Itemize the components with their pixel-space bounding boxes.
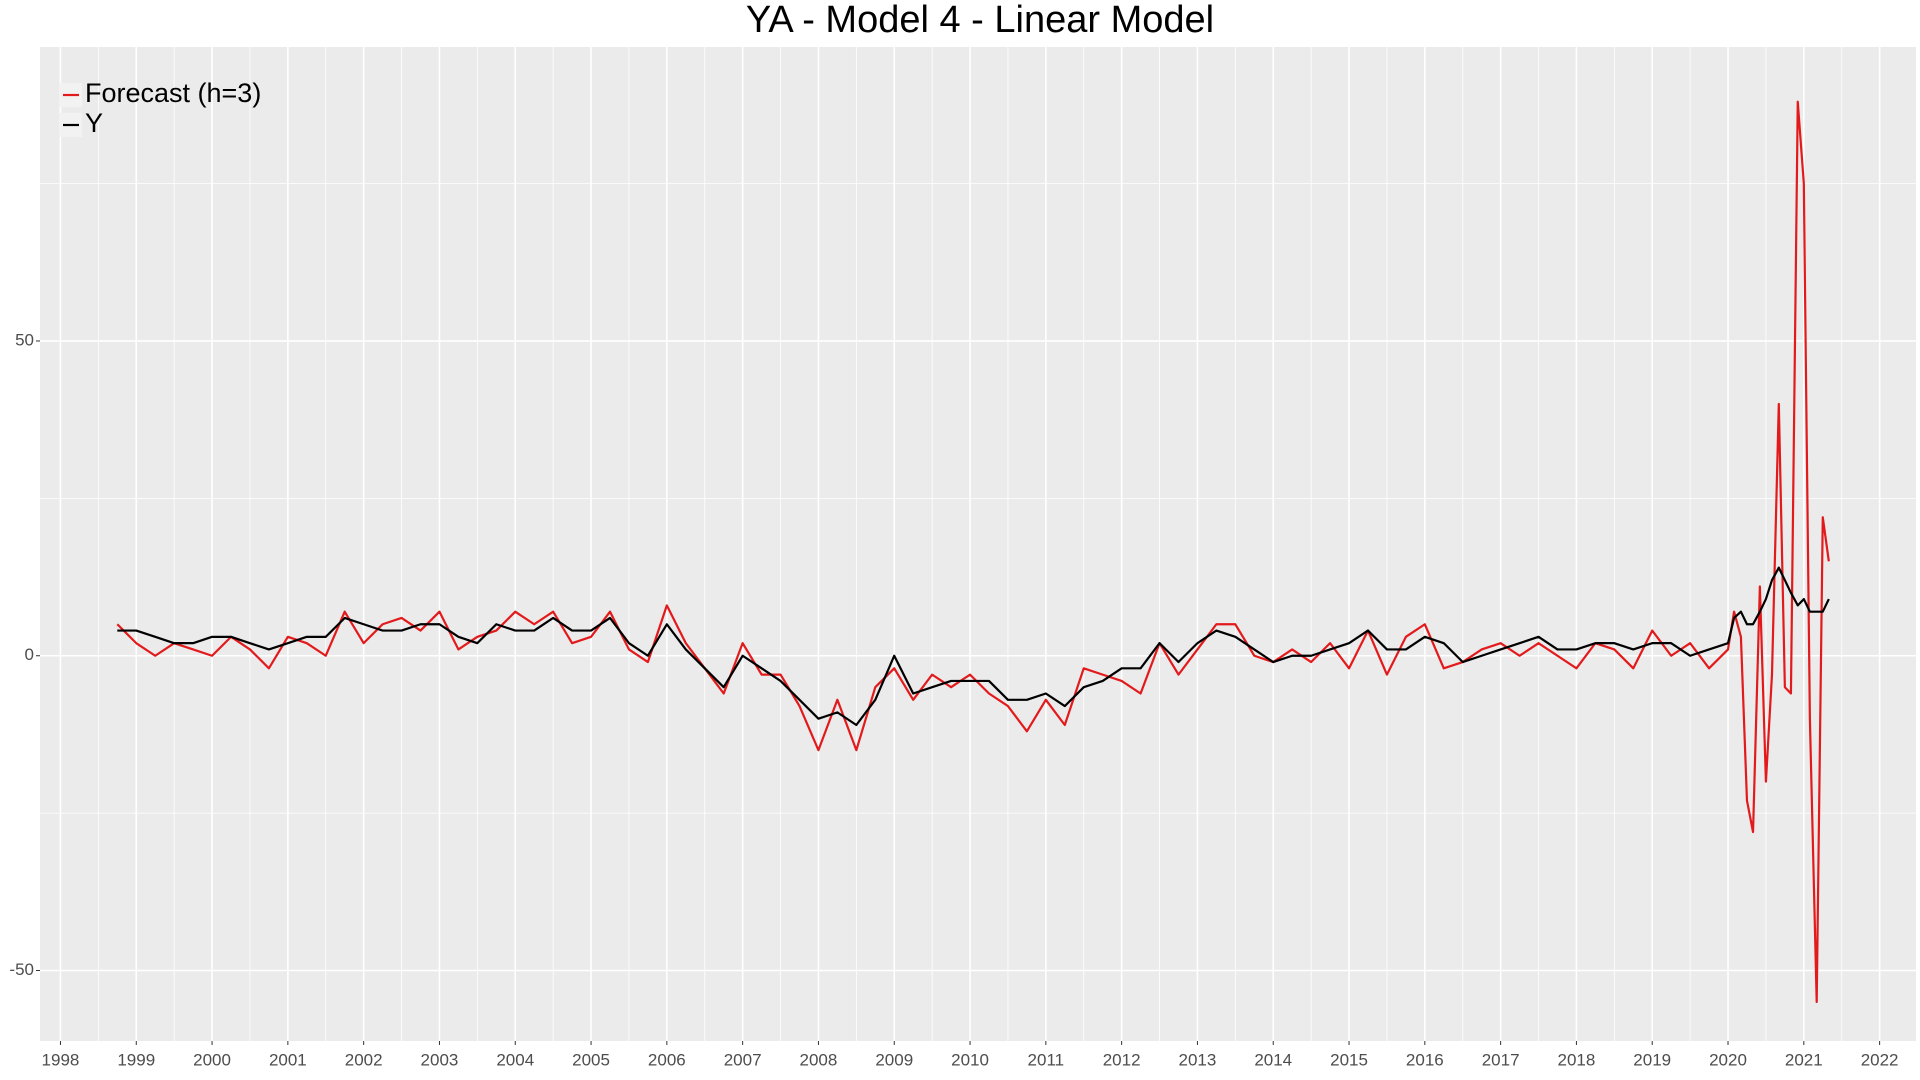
y-tick-label: 50 [15,330,34,349]
x-tick-label: 2017 [1482,1050,1520,1069]
x-tick-label: 1998 [42,1050,80,1069]
x-tick-label: 2004 [496,1050,534,1069]
x-tick-label: 2006 [648,1050,686,1069]
x-tick-label: 2013 [1179,1050,1217,1069]
y-tick-label: -50 [9,960,34,979]
legend-label: Forecast (h=3) [85,78,261,108]
x-tick-label: 2022 [1861,1050,1899,1069]
legend-label: Y [85,108,103,138]
x-tick-label: 2014 [1254,1050,1292,1069]
x-tick-label: 2021 [1785,1050,1823,1069]
x-tick-label: 2007 [724,1050,762,1069]
chart-title: YA - Model 4 - Linear Model [746,0,1214,41]
y-tick-label: 0 [25,645,34,664]
x-tick-label: 2005 [572,1050,610,1069]
x-tick-label: 2003 [421,1050,459,1069]
x-tick-label: 2009 [875,1050,913,1069]
x-tick-label: 2018 [1558,1050,1596,1069]
plot-panel [40,47,1916,1041]
x-tick-label: 2020 [1709,1050,1747,1069]
x-tick-label: 2010 [951,1050,989,1069]
x-tick-label: 1999 [117,1050,155,1069]
x-tick-label: 2011 [1028,1050,1065,1069]
x-tick-label: 2019 [1633,1050,1671,1069]
x-tick-label: 2015 [1330,1050,1368,1069]
x-tick-label: 2002 [345,1050,383,1069]
x-tick-label: 2016 [1406,1050,1444,1069]
x-tick-label: 2000 [193,1050,231,1069]
x-tick-label: 2012 [1103,1050,1141,1069]
series-line [117,566,1830,727]
x-tick-label: 2001 [269,1050,307,1069]
x-tick-label: 2008 [800,1050,838,1069]
